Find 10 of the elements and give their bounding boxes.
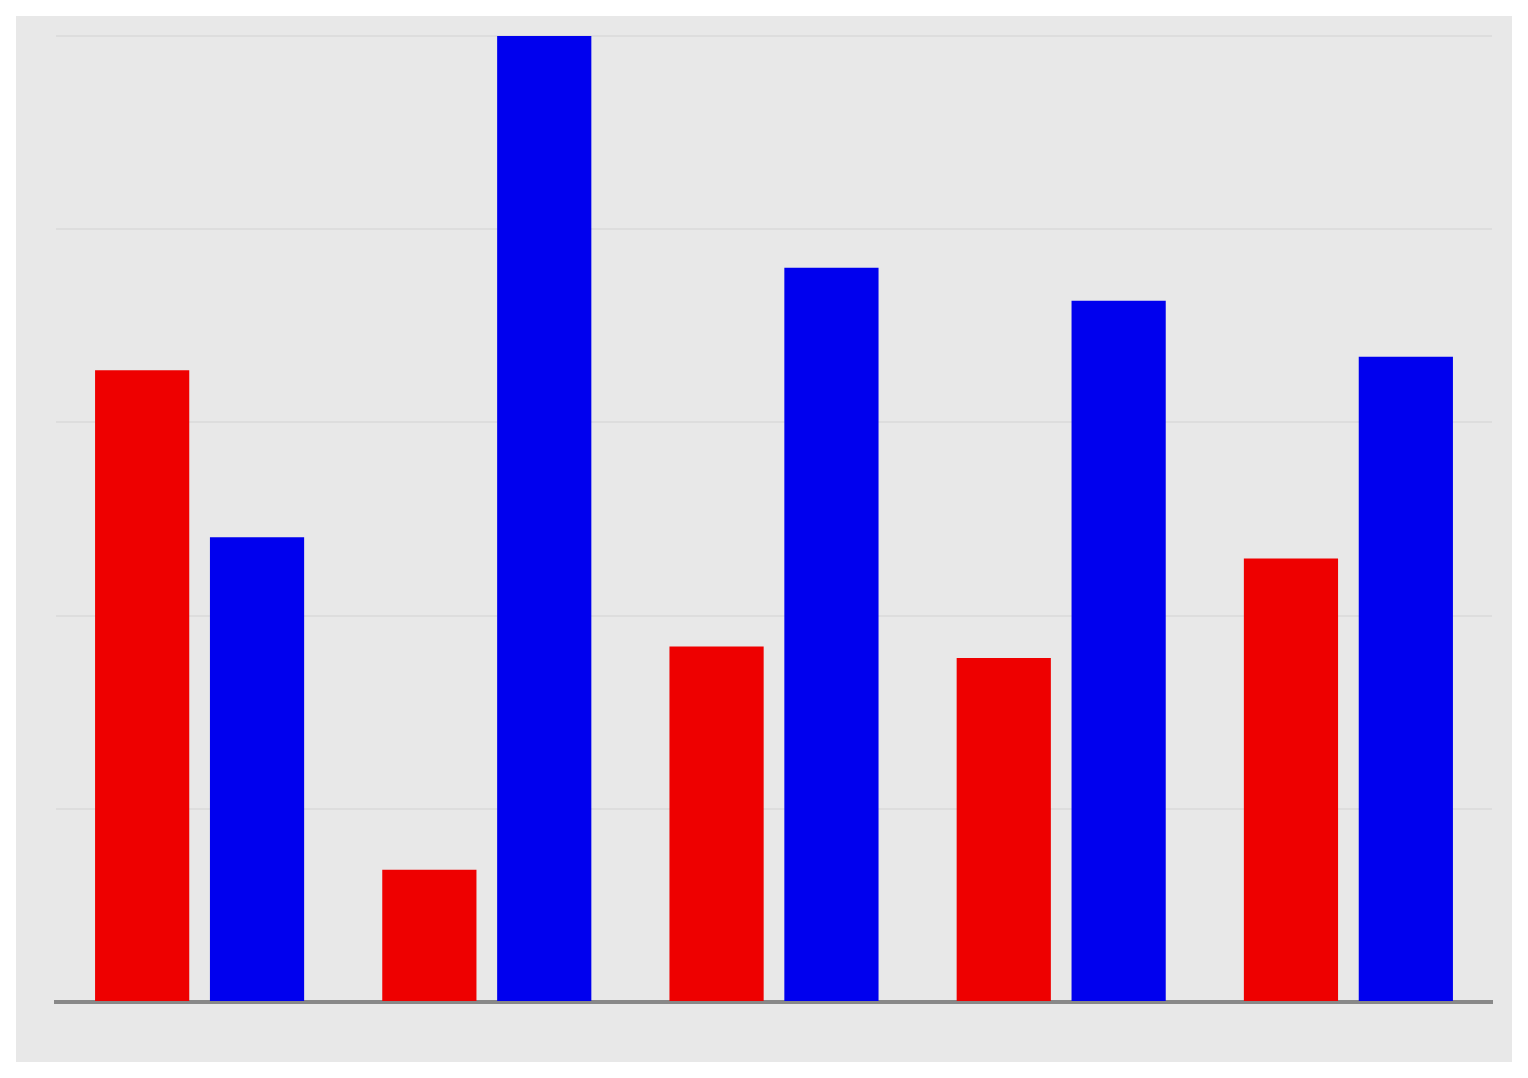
bar xyxy=(382,869,477,1001)
bar xyxy=(209,537,305,1001)
bar xyxy=(497,36,592,1001)
bar xyxy=(1358,356,1453,1001)
bar xyxy=(1243,558,1339,1001)
bar xyxy=(95,370,190,1001)
bar xyxy=(669,646,764,1001)
bar xyxy=(784,267,879,1001)
bar xyxy=(1071,300,1166,1001)
bar xyxy=(956,658,1051,1001)
